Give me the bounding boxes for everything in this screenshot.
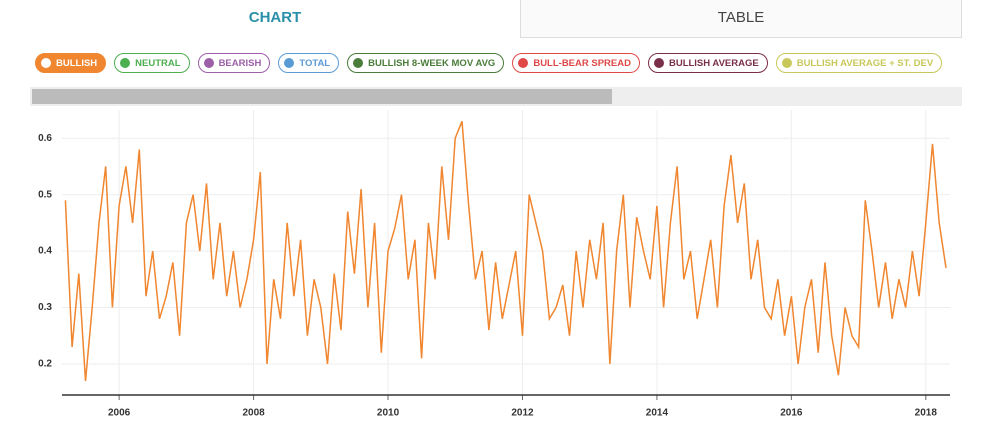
legend-label: BULLISH AVERAGE (668, 57, 759, 69)
scroll-thumb[interactable] (32, 89, 612, 104)
legend-pill[interactable]: BEARISH (197, 53, 271, 73)
legend-pill[interactable]: BULLISH AVERAGE + ST. DEV (775, 53, 943, 73)
legend: BULLISH NEUTRAL BEARISH TOTAL BULLISH 8-WEEK… (35, 53, 962, 75)
legend-label: TOTAL (299, 57, 331, 69)
legend-pill[interactable]: BULLISH 8-WEEK MOV AVG (347, 53, 505, 73)
legend-dot (781, 58, 792, 68)
legend-label: NEUTRAL (135, 57, 181, 69)
legend-label: BULLISH (56, 57, 98, 69)
legend-pill[interactable]: BULLISH AVERAGE (647, 53, 768, 73)
legend-pill[interactable]: BULLISH (35, 53, 107, 73)
scrollbar[interactable] (30, 87, 962, 106)
legend-label: BEARISH (218, 57, 262, 69)
legend-dot (203, 58, 214, 68)
x-tick-label: 2012 (511, 408, 534, 419)
legend-pill[interactable]: TOTAL (278, 53, 340, 73)
x-tick-label: 2018 (915, 408, 938, 419)
y-tick-label: 0.3 (38, 302, 52, 313)
y-tick-label: 0.5 (38, 189, 52, 200)
legend-dot (41, 58, 51, 68)
x-tick-label: 2016 (780, 408, 803, 419)
legend-label: BULLISH 8-WEEK MOV AVG (368, 57, 496, 69)
chart-tab[interactable]: CHART (248, 9, 302, 26)
x-tick-label: 2008 (242, 408, 265, 419)
legend-dot (653, 58, 664, 68)
y-tick-label: 0.4 (38, 246, 52, 257)
legend-label: BULL-BEAR SPREAD (533, 57, 631, 69)
y-tick-label: 0.2 (38, 359, 52, 370)
x-tick-label: 2010 (377, 408, 400, 419)
legend-dot (284, 58, 295, 68)
legend-label: BULLISH AVERAGE + ST. DEV (796, 57, 934, 69)
y-tick-label: 0.6 (38, 133, 52, 144)
legend-pill[interactable]: NEUTRAL (114, 53, 190, 73)
legend-dot (120, 58, 131, 68)
x-tick-label: 2006 (108, 408, 131, 419)
line (64, 121, 947, 381)
legend-pill[interactable]: BULL-BEAR SPREAD (512, 53, 640, 73)
x-tick-label: 2014 (646, 408, 669, 419)
table-tab[interactable]: TABLE (520, 0, 962, 38)
legend-dot (353, 58, 364, 68)
legend-dot (518, 58, 529, 68)
